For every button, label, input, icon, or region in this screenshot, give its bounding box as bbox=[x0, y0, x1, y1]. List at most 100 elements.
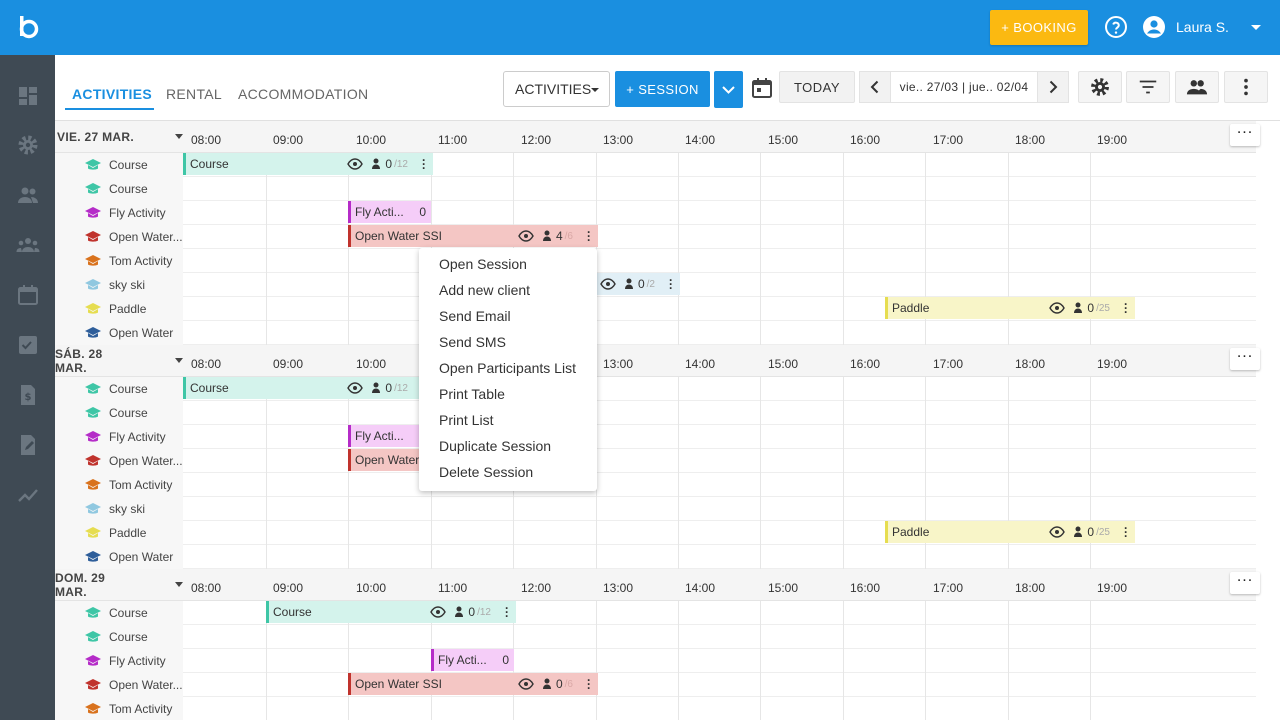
hour-label: 19:00 bbox=[1097, 357, 1128, 371]
menu-item-send-email[interactable]: Send Email bbox=[439, 308, 511, 324]
hour-gridline bbox=[1008, 601, 1009, 720]
hour-gridline bbox=[843, 377, 844, 569]
menu-item-add-client[interactable]: Add new client bbox=[439, 282, 531, 298]
session-block[interactable]: Paddle 0/25 · · · bbox=[885, 297, 1135, 319]
session-info: 0/25 · · · bbox=[1049, 297, 1135, 319]
day-label[interactable]: VIE. 27 MAR. bbox=[57, 130, 134, 144]
session-info: 0 bbox=[502, 649, 514, 671]
more-vertical-icon[interactable]: ··· bbox=[422, 153, 426, 175]
more-vertical-icon[interactable]: ··· bbox=[1124, 297, 1128, 319]
more-vertical-icon[interactable]: ··· bbox=[587, 225, 591, 247]
add-booking-button[interactable]: + BOOKING bbox=[990, 10, 1088, 45]
session-block[interactable]: Paddle 0/25 · · · bbox=[885, 521, 1135, 543]
checklist-icon[interactable] bbox=[16, 333, 40, 357]
invoice-icon[interactable]: $ bbox=[16, 383, 40, 407]
tab-rental[interactable]: RENTAL bbox=[166, 86, 222, 102]
session-block[interactable]: Fly Acti... bbox=[348, 425, 431, 447]
day-label[interactable]: DOM. 29 MAR. bbox=[55, 571, 106, 599]
staff-button[interactable] bbox=[1175, 71, 1219, 103]
session-block[interactable]: Fly Acti... 0 bbox=[431, 649, 514, 671]
eye-icon[interactable] bbox=[430, 606, 447, 618]
person-icon bbox=[542, 230, 551, 241]
next-week-button[interactable] bbox=[1037, 71, 1069, 103]
table-row: Fly Activity bbox=[55, 649, 1256, 673]
help-icon[interactable] bbox=[1104, 15, 1128, 39]
eye-icon[interactable] bbox=[518, 230, 534, 242]
day-more-button[interactable]: ... bbox=[1230, 569, 1260, 594]
participant-count: 4 bbox=[555, 229, 563, 243]
chevron-down-icon[interactable] bbox=[175, 134, 183, 139]
eye-icon[interactable] bbox=[347, 382, 364, 394]
eye-icon[interactable] bbox=[518, 678, 534, 690]
chevron-down-icon[interactable] bbox=[175, 582, 183, 587]
hour-label: 10:00 bbox=[356, 133, 387, 147]
previous-week-button[interactable] bbox=[859, 71, 891, 103]
session-title: Course bbox=[190, 157, 229, 171]
menu-item-delete-session[interactable]: Delete Session bbox=[439, 464, 534, 480]
day-more-button[interactable]: ... bbox=[1230, 121, 1260, 146]
hour-label: 15:00 bbox=[768, 133, 799, 147]
capacity: /12 bbox=[477, 606, 491, 618]
toolbar-row: ACTIVITIES RENTAL ACCOMMODATION ACTIVITI… bbox=[55, 55, 1280, 121]
eye-icon[interactable] bbox=[347, 158, 364, 170]
session-block[interactable]: Open Water SSI 0/6 · · · bbox=[348, 673, 598, 695]
more-vertical-icon[interactable]: ··· bbox=[505, 601, 509, 623]
menu-item-duplicate-session[interactable]: Duplicate Session bbox=[439, 438, 552, 454]
capacity: /2 bbox=[646, 278, 655, 290]
filter-button[interactable] bbox=[1126, 71, 1170, 103]
hour-label: 09:00 bbox=[273, 581, 304, 595]
more-options-button[interactable] bbox=[1224, 71, 1268, 103]
calendar-icon[interactable] bbox=[16, 283, 40, 307]
hour-label: 13:00 bbox=[603, 581, 634, 595]
session-block[interactable]: Open Water SSI 4/6 · · · bbox=[348, 225, 598, 247]
person-icon bbox=[372, 382, 381, 393]
session-block[interactable]: Fly Acti... 0 bbox=[348, 201, 431, 223]
tab-accommodation[interactable]: ACCOMMODATION bbox=[238, 86, 369, 102]
day-label[interactable]: SÁB. 28 MAR. bbox=[55, 347, 103, 375]
hour-label: 13:00 bbox=[603, 357, 634, 371]
participant-count: 0 bbox=[419, 205, 426, 219]
eye-icon[interactable] bbox=[1049, 526, 1066, 538]
add-session-button[interactable]: + SESSION bbox=[615, 71, 710, 107]
more-vertical-icon[interactable]: ··· bbox=[1124, 521, 1128, 543]
menu-item-print-list[interactable]: Print List bbox=[439, 412, 494, 428]
session-info: 0 bbox=[419, 201, 431, 223]
graduation-cap-icon bbox=[85, 455, 101, 466]
chevron-down-icon[interactable] bbox=[175, 358, 183, 363]
session-dropdown-button[interactable] bbox=[714, 71, 743, 108]
more-vertical-icon[interactable]: ··· bbox=[669, 273, 673, 295]
eye-icon[interactable] bbox=[1049, 302, 1066, 314]
hour-gridline bbox=[1008, 153, 1009, 345]
activity-row-label: Fly Activity bbox=[55, 425, 183, 449]
schedule-grid: VIE. 27 MAR. 08:00 09:00 10:00 11:00 12:… bbox=[55, 121, 1280, 720]
table-row: Course bbox=[55, 625, 1256, 649]
graduation-cap-icon bbox=[85, 327, 101, 338]
eye-icon[interactable] bbox=[600, 278, 616, 290]
groups-icon[interactable] bbox=[16, 233, 40, 257]
settings-button[interactable] bbox=[1078, 71, 1122, 103]
edit-document-icon[interactable] bbox=[16, 433, 40, 457]
tab-activities[interactable]: ACTIVITIES bbox=[72, 86, 153, 102]
user-menu[interactable]: Laura S. bbox=[1142, 14, 1261, 40]
users-icon[interactable] bbox=[16, 183, 40, 207]
menu-item-send-sms[interactable]: Send SMS bbox=[439, 334, 506, 350]
chart-line-icon[interactable] bbox=[16, 483, 40, 507]
filter-icon bbox=[1139, 80, 1157, 94]
session-block[interactable]: 0/2 · · · bbox=[575, 273, 680, 295]
more-vertical-icon[interactable]: ··· bbox=[587, 673, 591, 695]
menu-item-participants-list[interactable]: Open Participants List bbox=[439, 360, 576, 376]
activity-type-select[interactable]: ACTIVITIES bbox=[503, 71, 610, 107]
hour-gridline bbox=[266, 601, 267, 720]
logo-icon[interactable] bbox=[14, 13, 42, 41]
calendar-picker-icon[interactable] bbox=[750, 76, 774, 100]
today-button[interactable]: TODAY bbox=[779, 71, 855, 103]
day-more-button[interactable]: ... bbox=[1230, 345, 1260, 370]
hour-label: 18:00 bbox=[1015, 133, 1046, 147]
menu-item-open-session[interactable]: Open Session bbox=[439, 256, 527, 272]
dashboard-icon[interactable] bbox=[16, 84, 40, 108]
gear-icon[interactable] bbox=[16, 133, 40, 157]
menu-item-print-table[interactable]: Print Table bbox=[439, 386, 505, 402]
